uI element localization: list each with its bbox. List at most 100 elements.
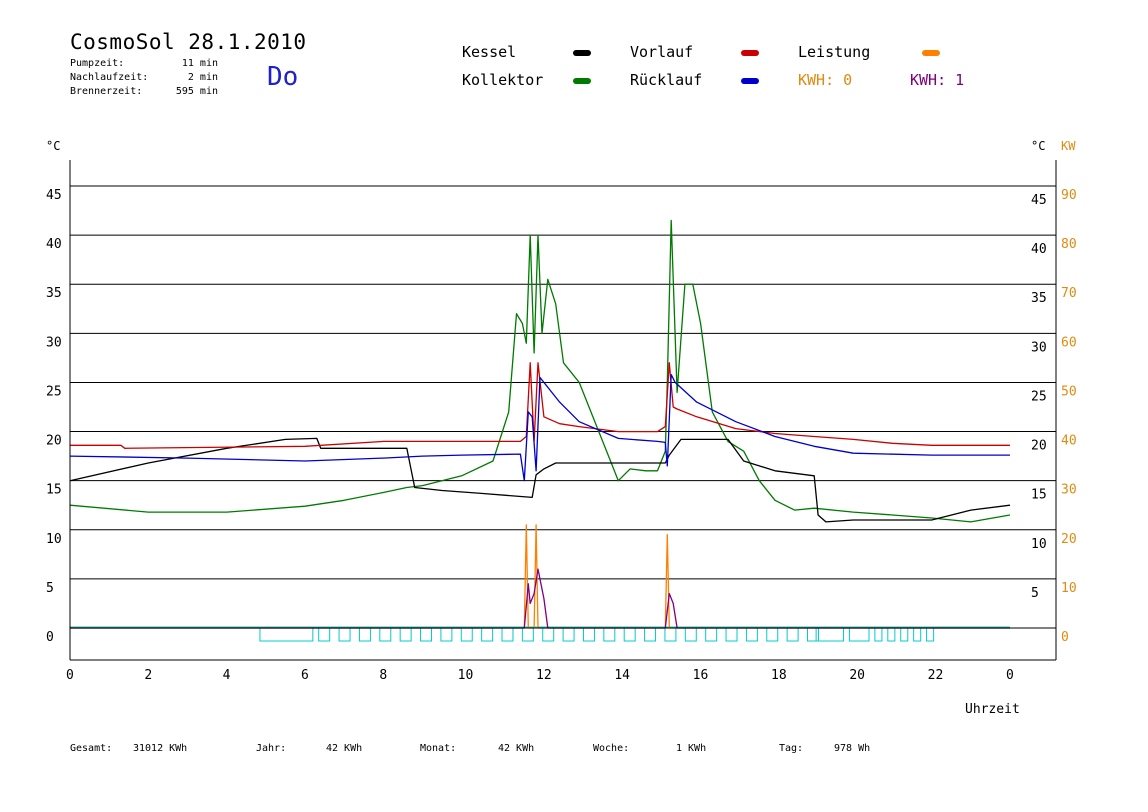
x-tick-label: 10 — [458, 668, 474, 683]
footer-woche-label: Woche: — [593, 743, 630, 754]
series-kollektor — [69, 219, 1011, 523]
pump-pulse — [420, 626, 433, 642]
x-tick-label: 16 — [693, 668, 709, 683]
x-tick-label: 8 — [379, 668, 387, 683]
info-nachlaufzeit-label: Nachlaufzeit: — [70, 72, 149, 83]
legend-swatch-ruecklauf — [741, 78, 759, 84]
x-tick-label: 2 — [144, 668, 152, 683]
pump-pulse — [745, 626, 758, 642]
pump-pulse — [481, 626, 494, 642]
x-tick-label: 12 — [536, 668, 552, 683]
legend-kwh0: KWH: 0 — [798, 71, 853, 89]
footer-gesamt-value: 31012 KWh — [133, 743, 188, 754]
x-tick-label: 4 — [223, 668, 231, 683]
y-tick-right: 5 — [1031, 586, 1039, 601]
pump-pulse — [807, 626, 819, 642]
y-tick-right: 45 — [1031, 193, 1047, 208]
y-tick-kw: 10 — [1061, 581, 1077, 596]
pump-pulse — [766, 626, 779, 642]
y-tick-left: 15 — [46, 483, 62, 498]
pump-pulse — [913, 626, 922, 642]
y-tick-kw: 30 — [1061, 483, 1077, 498]
footer-monat-value: 42 KWh — [498, 743, 535, 754]
legend-kwh1: KWH: 1 — [910, 71, 965, 89]
pump-pulse — [521, 626, 534, 642]
y-tick-left: 20 — [46, 434, 62, 449]
axes — [69, 160, 1057, 661]
pump-pulse — [562, 626, 575, 642]
legend-label-vorlauf: Vorlauf — [630, 43, 694, 61]
x-tick-label: 0 — [66, 668, 74, 683]
footer-jahr-value: 42 KWh — [326, 743, 363, 754]
pump-activity — [70, 626, 1010, 642]
y-tick-kw: 90 — [1061, 188, 1077, 203]
x-axis-label: Uhrzeit — [965, 702, 1020, 717]
pump-pulse — [379, 626, 392, 642]
y-tick-right: 40 — [1031, 242, 1047, 257]
legend-label-kessel: Kessel — [462, 43, 517, 61]
pump-pulse — [542, 626, 555, 642]
footer-monat-label: Monat: — [420, 743, 457, 754]
weekday-label: Do — [267, 62, 299, 92]
legend-label-kollektor: Kollektor — [462, 71, 544, 89]
pump-pulse — [684, 626, 697, 642]
pump-pulse — [786, 626, 799, 642]
y-unit-left: °C — [46, 139, 60, 153]
y-tick-left: 30 — [46, 335, 62, 350]
x-tick-label: 20 — [849, 668, 865, 683]
y-tick-left: 35 — [46, 286, 62, 301]
pump-pulse — [318, 626, 331, 642]
y-tick-right: 15 — [1031, 488, 1047, 503]
info-brennerzeit-label: Brennerzeit: — [70, 86, 143, 97]
legend-swatch-kessel — [573, 50, 591, 56]
pump-pulse — [338, 626, 351, 642]
pump-pulse — [926, 626, 935, 642]
info-pumpzeit-value: 11 min — [181, 58, 218, 69]
pump-pulse — [358, 626, 371, 642]
x-tick-label: 22 — [928, 668, 944, 683]
pump-pulse — [460, 626, 473, 642]
info-brennerzeit-value: 595 min — [175, 86, 218, 97]
pump-pulse — [900, 626, 909, 642]
y-tick-right: 35 — [1031, 291, 1047, 306]
legend-label-leistung: Leistung — [798, 43, 871, 61]
y-tick-left: 10 — [46, 532, 62, 547]
y-tick-kw: 20 — [1061, 532, 1077, 547]
pump-pulse — [874, 626, 883, 642]
y-unit-right-kw: KW — [1061, 139, 1076, 153]
info-pumpzeit-label: Pumpzeit: — [70, 58, 125, 69]
series-r-cklauf — [69, 373, 1010, 482]
pump-pulse — [725, 626, 738, 642]
y-tick-kw: 70 — [1061, 286, 1077, 301]
y-tick-right: 25 — [1031, 389, 1047, 404]
pump-pulse — [623, 626, 636, 642]
legend-swatch-kollektor — [573, 78, 591, 84]
pump-block — [815, 626, 845, 642]
legend-label-ruecklauf: Rücklauf — [630, 71, 703, 89]
footer-tag-value: 978 Wh — [834, 743, 871, 754]
pump-block — [259, 626, 314, 642]
footer-jahr-label: Jahr: — [256, 743, 287, 754]
pump-pulse — [440, 626, 453, 642]
y-tick-kw: 80 — [1061, 237, 1077, 252]
legend-swatch-leistung — [922, 50, 940, 56]
x-tick-label: 18 — [771, 668, 787, 683]
x-tick-label: 14 — [614, 668, 630, 683]
pump-pulse — [705, 626, 718, 642]
series-kessel — [69, 437, 1011, 523]
y-tick-left: 45 — [46, 188, 62, 203]
series-kwh-1 — [70, 568, 1010, 629]
pump-pulse — [644, 626, 657, 642]
y-tick-kw: 50 — [1061, 384, 1077, 399]
x-tick-label: 6 — [301, 668, 309, 683]
chart-title: CosmoSol 28.1.2010 — [70, 30, 307, 54]
y-tick-left: 25 — [46, 384, 62, 399]
pump-pulse — [501, 626, 514, 642]
pump-pulse — [582, 626, 595, 642]
y-tick-right: 20 — [1031, 439, 1047, 454]
pump-pulse — [887, 626, 896, 642]
y-tick-right: 30 — [1031, 340, 1047, 355]
grid-lines — [70, 185, 1056, 580]
y-tick-kw: 0 — [1061, 630, 1069, 645]
